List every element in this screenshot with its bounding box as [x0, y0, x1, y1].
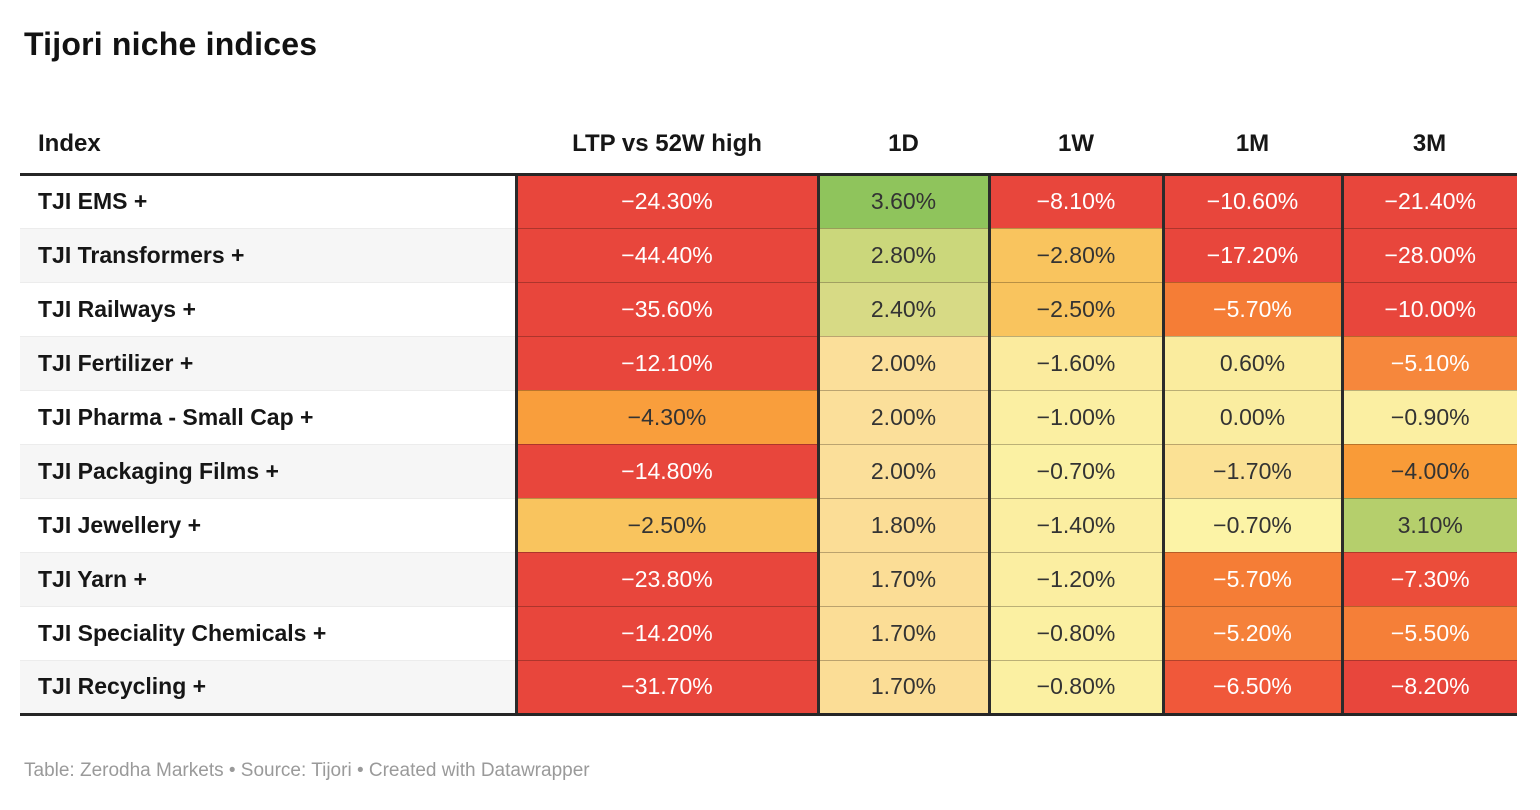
index-cell: TJI Pharma - Small Cap + [20, 389, 516, 444]
value-cell: −1.40% [987, 497, 1163, 552]
value-cell: −8.10% [987, 174, 1163, 228]
value-cell: −17.20% [1161, 227, 1342, 282]
value-cell: −14.20% [514, 605, 818, 660]
table-row: TJI Fertilizer + −12.10% 2.00% −1.60% 0.60% −… [20, 335, 1517, 390]
index-cell: TJI Recycling + [20, 659, 516, 716]
table-row: TJI Recycling + −31.70% 1.70% −0.80% −6.50% −… [20, 659, 1517, 716]
value-cell: −28.00% [1340, 227, 1517, 282]
value-cell: −6.50% [1161, 659, 1342, 716]
value-cell: 2.00% [816, 335, 989, 390]
value-cell: −0.70% [987, 443, 1163, 498]
column-header-ltp-vs-52w-high: LTP vs 52W high [516, 116, 818, 176]
value-cell: 3.10% [1340, 497, 1517, 552]
value-cell: 2.80% [816, 227, 989, 282]
value-cell: −35.60% [514, 281, 818, 336]
value-cell: −1.20% [987, 551, 1163, 606]
value-cell: −7.30% [1340, 551, 1517, 606]
value-cell: −0.80% [987, 605, 1163, 660]
table-row: TJI Packaging Films + −14.80% 2.00% −0.70% −… [20, 443, 1517, 498]
value-cell: 1.70% [816, 659, 989, 716]
page-title: Tijori niche indices [24, 26, 318, 62]
table-row: TJI Railways + −35.60% 2.40% −2.50% −5.70% −1… [20, 281, 1517, 336]
indices-table: Index LTP vs 52W high 1D 1W 1M 3M TJI EM… [20, 116, 1517, 716]
table-body: TJI EMS + −24.30% 3.60% −8.10% −10.60% −21.40… [20, 174, 1517, 716]
value-cell: −5.10% [1340, 335, 1517, 390]
table-row: TJI Speciality Chemicals + −14.20% 1.70% −0… [20, 605, 1517, 660]
value-cell: −0.80% [987, 659, 1163, 716]
table-row: TJI Pharma - Small Cap + −4.30% 2.00% −1.00… [20, 389, 1517, 444]
value-cell: −44.40% [514, 227, 818, 282]
value-cell: 1.70% [816, 551, 989, 606]
table-footer: Table: Zerodha Markets • Source: Tijori … [24, 759, 590, 781]
index-cell: TJI Packaging Films + [20, 443, 516, 498]
index-cell: TJI Transformers + [20, 227, 516, 282]
value-cell: −4.30% [514, 389, 818, 444]
column-header-1m: 1M [1163, 116, 1342, 176]
value-cell: −5.20% [1161, 605, 1342, 660]
value-cell: −0.70% [1161, 497, 1342, 552]
value-cell: 0.00% [1161, 389, 1342, 444]
value-cell: 1.70% [816, 605, 989, 660]
value-cell: −1.00% [987, 389, 1163, 444]
value-cell: −14.80% [514, 443, 818, 498]
value-cell: −10.60% [1161, 174, 1342, 228]
index-cell: TJI Speciality Chemicals + [20, 605, 516, 660]
column-header-index: Index [20, 116, 516, 176]
value-cell: −1.70% [1161, 443, 1342, 498]
table-row: TJI Transformers + −44.40% 2.80% −2.80% −17.… [20, 227, 1517, 282]
column-header-1w: 1W [989, 116, 1163, 176]
value-cell: −23.80% [514, 551, 818, 606]
value-cell: −2.50% [987, 281, 1163, 336]
value-cell: −2.80% [987, 227, 1163, 282]
value-cell: −12.10% [514, 335, 818, 390]
index-cell: TJI Railways + [20, 281, 516, 336]
value-cell: −0.90% [1340, 389, 1517, 444]
header-row: Index LTP vs 52W high 1D 1W 1M 3M [20, 116, 1517, 176]
value-cell: 2.00% [816, 389, 989, 444]
value-cell: −5.50% [1340, 605, 1517, 660]
index-cell: TJI Yarn + [20, 551, 516, 606]
table-row: TJI Jewellery + −2.50% 1.80% −1.40% −0.70% 3.… [20, 497, 1517, 552]
value-cell: −24.30% [514, 174, 818, 228]
value-cell: −4.00% [1340, 443, 1517, 498]
value-cell: 1.80% [816, 497, 989, 552]
value-cell: 2.40% [816, 281, 989, 336]
index-cell: TJI EMS + [20, 174, 516, 228]
value-cell: −1.60% [987, 335, 1163, 390]
value-cell: −5.70% [1161, 551, 1342, 606]
value-cell: −2.50% [514, 497, 818, 552]
column-header-1d: 1D [818, 116, 989, 176]
value-cell: −8.20% [1340, 659, 1517, 716]
value-cell: −5.70% [1161, 281, 1342, 336]
index-cell: TJI Fertilizer + [20, 335, 516, 390]
index-cell: TJI Jewellery + [20, 497, 516, 552]
value-cell: −31.70% [514, 659, 818, 716]
table-row: TJI Yarn + −23.80% 1.70% −1.20% −5.70% −7.30% [20, 551, 1517, 606]
value-cell: −21.40% [1340, 174, 1517, 228]
value-cell: −10.00% [1340, 281, 1517, 336]
value-cell: 2.00% [816, 443, 989, 498]
value-cell: 3.60% [816, 174, 989, 228]
column-header-3m: 3M [1342, 116, 1517, 176]
table-row: TJI EMS + −24.30% 3.60% −8.10% −10.60% −21.40… [20, 174, 1517, 228]
table-header: Index LTP vs 52W high 1D 1W 1M 3M [20, 116, 1517, 176]
value-cell: 0.60% [1161, 335, 1342, 390]
